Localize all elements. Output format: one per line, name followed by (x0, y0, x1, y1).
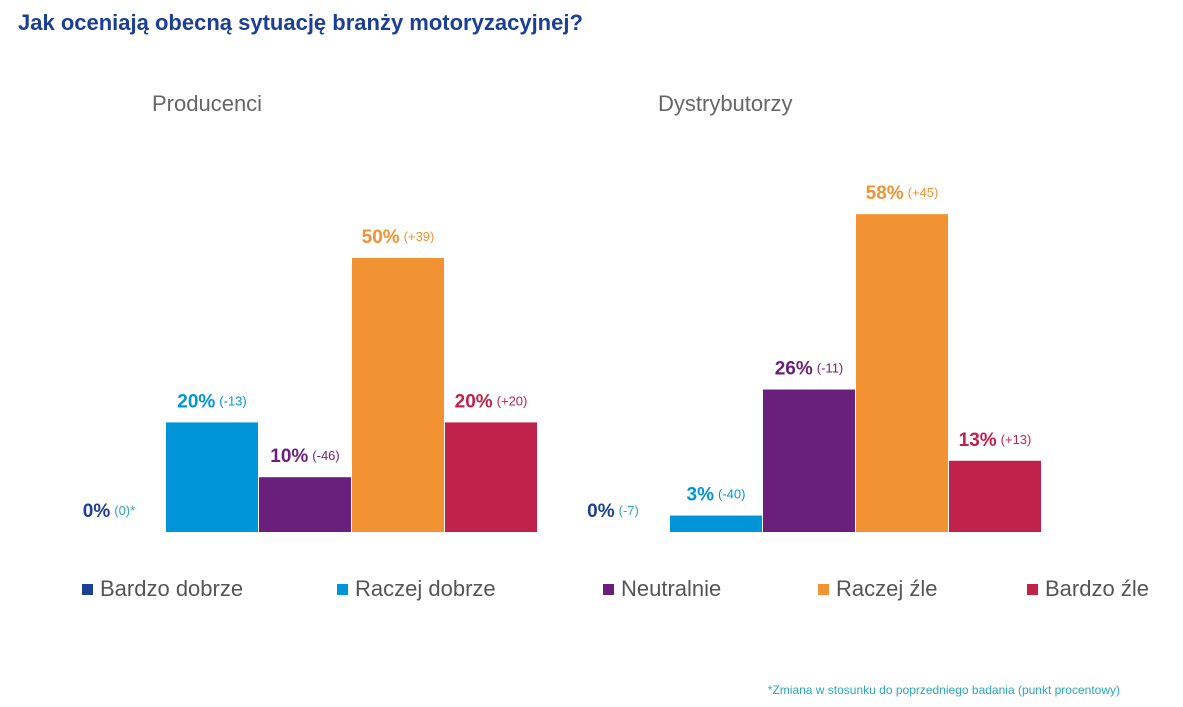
value-label: 20% (+20) (455, 391, 528, 412)
value-label: 58% (+45) (866, 183, 939, 204)
bar (352, 258, 444, 532)
bar (259, 477, 351, 532)
value-label: 13% (+13) (959, 430, 1032, 451)
legend-label: Bardzo dobrze (100, 576, 243, 601)
panel-title: Dystrybutorzy (658, 91, 792, 116)
panel-title: Producenci (152, 91, 262, 116)
value-label: 26% (-11) (775, 359, 844, 380)
value-percent: 20% (177, 391, 215, 412)
bar (445, 422, 537, 532)
legend-label: Raczej dobrze (355, 576, 496, 601)
bar (856, 214, 948, 532)
bar (949, 460, 1041, 532)
value-percent: 58% (866, 183, 904, 204)
value-label: 0% (0)* (83, 501, 135, 522)
value-percent: 3% (687, 485, 715, 506)
value-label: 0% (-7) (587, 501, 639, 522)
page-title: Jak oceniają obecną sytuację branży moto… (18, 10, 583, 35)
change-label: (+45) (908, 186, 939, 201)
change-label: (-46) (312, 449, 339, 464)
value-percent: 0% (587, 501, 615, 522)
change-label: (+39) (404, 229, 435, 244)
bar (763, 389, 855, 532)
change-label: (0)* (114, 503, 135, 518)
change-label: (+20) (497, 394, 528, 409)
value-percent: 0% (83, 501, 111, 522)
value-percent: 10% (270, 446, 308, 467)
footnote: *Zmiana w stosunku do poprzedniego badan… (768, 683, 1120, 697)
change-label: (+13) (1001, 432, 1032, 447)
legend-swatch (1027, 584, 1038, 595)
value-percent: 13% (959, 430, 997, 451)
legend-swatch (818, 584, 829, 595)
value-label: 3% (-40) (687, 485, 746, 506)
value-percent: 50% (362, 227, 400, 248)
value-percent: 20% (455, 391, 493, 412)
legend-label: Raczej źle (836, 576, 937, 601)
legend-swatch (337, 584, 348, 595)
legend-label: Bardzo źle (1045, 576, 1149, 601)
legend-swatch (82, 584, 93, 595)
bar (166, 422, 258, 532)
change-label: (-7) (619, 503, 639, 518)
change-label: (-13) (219, 394, 246, 409)
value-label: 20% (-13) (177, 391, 246, 412)
bar (670, 515, 762, 532)
change-label: (-40) (718, 487, 745, 502)
legend-label: Neutralnie (621, 576, 721, 601)
legend-swatch (603, 584, 614, 595)
change-label: (-11) (817, 361, 843, 376)
value-percent: 26% (775, 359, 813, 380)
value-label: 10% (-46) (270, 446, 339, 467)
value-label: 50% (+39) (362, 227, 435, 248)
